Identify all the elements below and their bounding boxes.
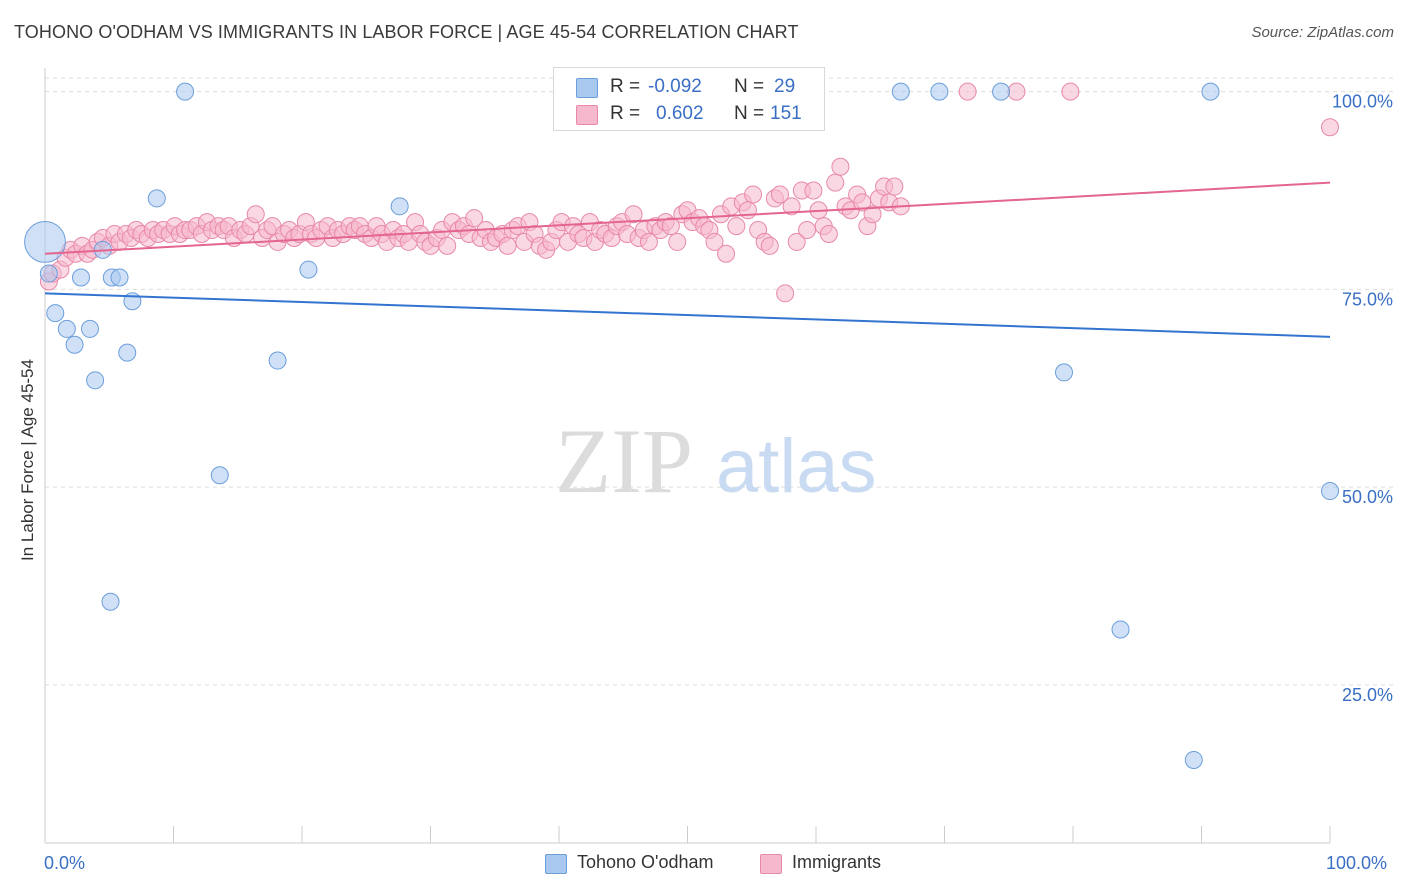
stats-legend: R = -0.092 N = 29 R = 0.602 N = 151 xyxy=(553,67,825,131)
immigrants-point xyxy=(776,284,795,303)
tohono-swatch xyxy=(576,78,598,98)
tohono-point xyxy=(1184,750,1203,769)
r-label: R = xyxy=(610,76,641,97)
tohono-point xyxy=(57,319,76,338)
tohono-point xyxy=(110,268,129,287)
watermark-zip: ZIP xyxy=(555,410,693,512)
tohono-point xyxy=(299,260,318,279)
r-label: R = xyxy=(610,103,641,124)
x-tick-label-min: 0.0% xyxy=(44,853,86,873)
gridlines xyxy=(45,77,1395,686)
y-tick-labels: 100.0% 75.0% 50.0% 25.0% xyxy=(1332,92,1393,705)
immigrants-point xyxy=(705,232,724,251)
immigrants-legend-swatch xyxy=(760,854,782,874)
immigrants-point xyxy=(717,244,736,263)
immigrants-point xyxy=(798,221,817,240)
tohono-trend-line xyxy=(44,292,1331,338)
immigrants-point xyxy=(727,217,746,236)
tohono-point xyxy=(65,335,84,354)
immigrants-point xyxy=(771,185,790,204)
immigrants-point xyxy=(958,82,977,101)
tohono-point xyxy=(101,592,120,611)
tohono-point xyxy=(71,268,90,287)
immigrants-point xyxy=(831,157,850,176)
immigrants-trend-line xyxy=(44,181,1331,255)
immigrants-point xyxy=(465,209,484,228)
tohono-n-value: 29 xyxy=(774,76,796,97)
y-tick-label: 25.0% xyxy=(1342,685,1393,705)
tohono-point xyxy=(176,82,195,101)
immigrants-point xyxy=(826,173,845,192)
n-label: N = xyxy=(734,76,765,97)
immigrants-n-value: 151 xyxy=(770,103,802,124)
immigrants-point xyxy=(804,181,823,200)
immigrants-point xyxy=(1321,118,1339,137)
immigrants-point xyxy=(744,185,763,204)
immigrants-legend-label: Immigrants xyxy=(792,852,882,872)
immigrants-point xyxy=(885,177,904,196)
tohono-point xyxy=(86,371,105,390)
tohono-point xyxy=(930,82,949,101)
source-credit: Source: ZipAtlas.com xyxy=(1251,24,1394,41)
tohono-point xyxy=(1321,482,1339,501)
immigrants-point xyxy=(668,232,687,251)
y-tick-label: 75.0% xyxy=(1342,289,1393,309)
immigrants-point xyxy=(624,205,643,224)
immigrants-point xyxy=(863,205,882,224)
immigrants-point xyxy=(782,197,801,216)
tohono-point xyxy=(39,264,58,283)
tohono-point xyxy=(210,466,229,485)
y-tick-label: 50.0% xyxy=(1342,487,1393,507)
tohono-point xyxy=(46,304,65,323)
tohono-legend-label: Tohono O'odham xyxy=(577,852,714,872)
immigrants-point xyxy=(760,236,779,255)
watermark-atlas: atlas xyxy=(716,424,877,509)
tohono-point xyxy=(80,319,99,338)
tohono-legend-swatch xyxy=(545,854,567,874)
tohono-point xyxy=(390,197,409,216)
tohono-point xyxy=(1201,82,1220,101)
immigrants-point xyxy=(498,236,517,255)
y-tick-label: 100.0% xyxy=(1332,92,1393,112)
tohono-point xyxy=(268,351,287,370)
immigrants-point xyxy=(246,205,265,224)
tohono-point xyxy=(891,82,910,101)
x-tick-label-max: 100.0% xyxy=(1326,853,1388,873)
immigrants-swatch xyxy=(576,105,598,125)
immigrants-point xyxy=(1061,82,1080,101)
n-label: N = xyxy=(734,103,765,124)
trend-lines xyxy=(44,181,1331,338)
tohono-point xyxy=(992,82,1011,101)
immigrants-point xyxy=(787,232,806,251)
tohono-point xyxy=(1111,620,1130,639)
immigrants-point xyxy=(738,201,757,220)
immigrants-point xyxy=(661,217,680,236)
immigrants-r-value: 0.602 xyxy=(656,103,704,124)
tohono-point xyxy=(118,343,137,362)
immigrants-point xyxy=(853,193,872,212)
tohono-point xyxy=(147,189,166,208)
immigrants-point xyxy=(438,236,457,255)
immigrants-point xyxy=(1007,82,1026,101)
chart-title: TOHONO O'ODHAM VS IMMIGRANTS IN LABOR FO… xyxy=(14,22,799,42)
tohono-point xyxy=(24,221,66,263)
immigrants-point xyxy=(639,232,658,251)
immigrants-point xyxy=(819,225,838,243)
tohono-r-value: -0.092 xyxy=(648,76,702,97)
tohono-point xyxy=(1055,363,1074,382)
axes xyxy=(44,68,1331,844)
